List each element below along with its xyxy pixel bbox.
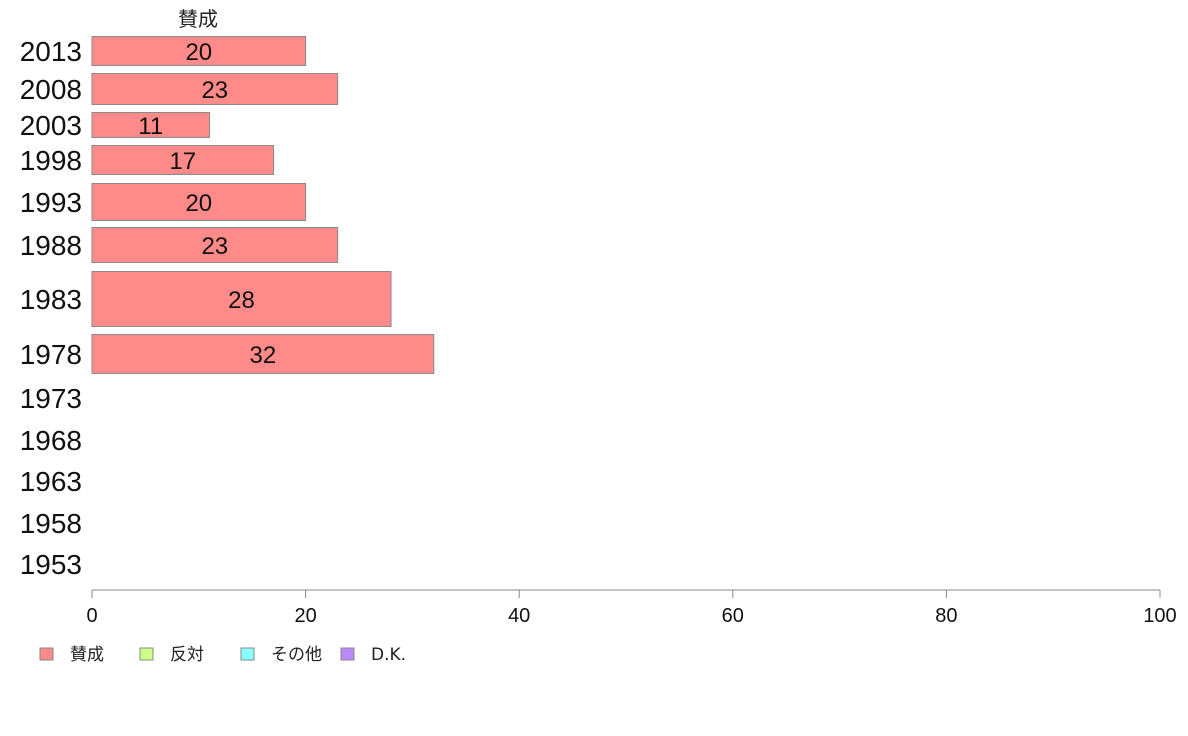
- year-label-1953: 1953: [20, 549, 82, 580]
- legend-label-1: 反対: [170, 645, 204, 665]
- bar-1983: [91, 271, 392, 327]
- bar-2013: [91, 36, 307, 66]
- x-tick-label-20: 20: [294, 605, 316, 627]
- year-label-1973: 1973: [20, 383, 82, 414]
- x-tick-label-100: 100: [1143, 605, 1176, 627]
- bar-value-label-1978: 32: [250, 342, 277, 369]
- bar-value-label-1983: 28: [228, 287, 255, 314]
- legend-swatch-3: [340, 647, 355, 661]
- bar-value-label-1998: 17: [169, 148, 196, 175]
- legend-label-0: 賛成: [70, 645, 104, 665]
- legend-label-2: その他: [271, 645, 322, 665]
- bar-value-label-2003: 11: [138, 113, 163, 140]
- year-label-1993: 1993: [20, 187, 82, 218]
- year-label-1998: 1998: [20, 145, 82, 176]
- legend-swatch-1: [139, 647, 154, 661]
- bar-1988: [91, 227, 339, 263]
- bar-value-label-2013: 20: [185, 39, 212, 66]
- x-tick-label-40: 40: [508, 605, 530, 627]
- year-label-2008: 2008: [20, 74, 82, 105]
- bar-2008: [91, 73, 339, 105]
- x-tick-label-0: 0: [86, 605, 97, 627]
- year-label-1963: 1963: [20, 466, 82, 497]
- x-axis: 0 20 40 60 80 100: [86, 589, 1177, 627]
- year-label-2003: 2003: [20, 110, 82, 141]
- legend: 賛成 反対 その他 D.K.: [39, 645, 406, 665]
- bar-2003: [91, 112, 210, 138]
- legend-swatch-2: [240, 647, 255, 661]
- year-label-1968: 1968: [20, 425, 82, 456]
- bar-value-label-1988: 23: [201, 233, 228, 260]
- year-label-1983: 1983: [20, 284, 82, 315]
- legend-swatch-0: [39, 647, 54, 661]
- bar-value-label-2008: 23: [201, 77, 228, 104]
- year-label-1958: 1958: [20, 508, 82, 539]
- x-tick-label-60: 60: [722, 605, 744, 627]
- legend-label-3: D.K.: [371, 645, 406, 665]
- bar-value-label-1993: 20: [185, 190, 212, 217]
- bar-1998: [91, 145, 275, 175]
- year-labels-layer: 2013 2008 2003 1998 1993 1988 1983 1978 1973 1968…: [20, 36, 82, 580]
- x-tick-label-80: 80: [935, 605, 957, 627]
- column-header: 賛成: [178, 7, 218, 31]
- bar-1978: [91, 334, 435, 374]
- year-label-2013: 2013: [20, 36, 82, 67]
- year-label-1988: 1988: [20, 230, 82, 261]
- bar-1993: [91, 183, 307, 221]
- year-label-1978: 1978: [20, 339, 82, 370]
